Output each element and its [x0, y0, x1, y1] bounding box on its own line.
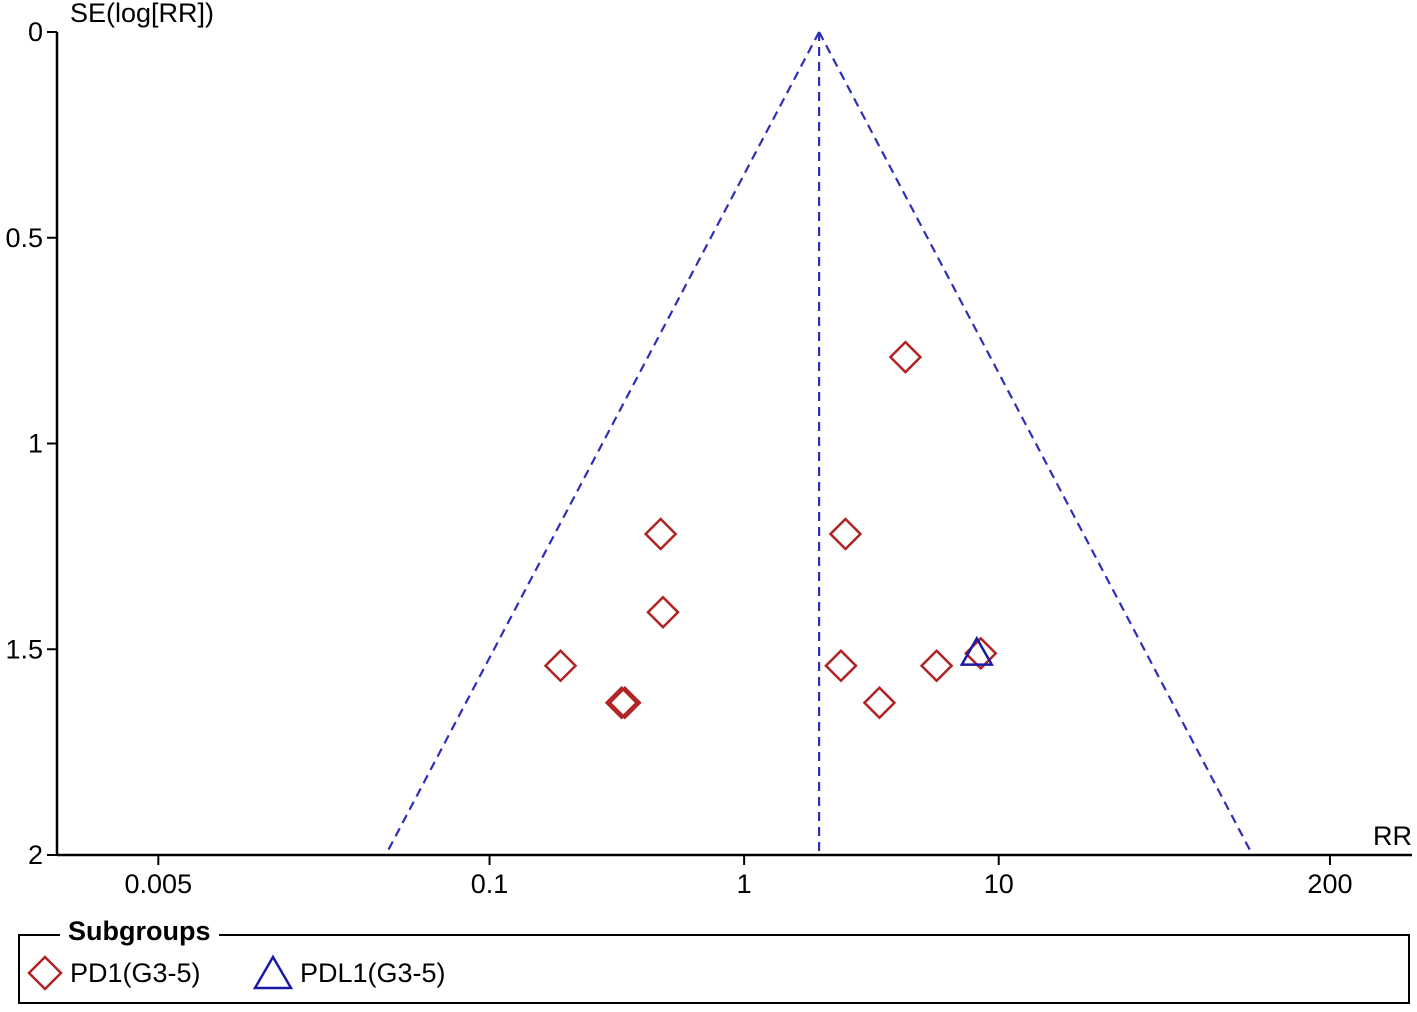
x-tick-label: 0.005	[125, 869, 193, 899]
pd1-point	[919, 648, 954, 683]
pd1-point	[608, 685, 642, 720]
funnel-plot: 0 0.5 1 1.5 2 0.005 0.1 1 10 200 SE(log[RR]) RR	[5, 0, 1412, 899]
legend-item-pd1: PD1(G3-5)	[26, 954, 201, 992]
triangle-icon	[252, 954, 294, 990]
y-tick-label: 0.5	[5, 223, 43, 253]
pdl1-point	[959, 635, 994, 666]
legend-item-pdl1: PDL1(G3-5)	[252, 954, 446, 992]
pd1-point	[862, 685, 897, 720]
pd1-point	[828, 517, 863, 551]
axes: 0 0.5 1 1.5 2 0.005 0.1 1 10 200	[5, 17, 1412, 899]
pd1-point	[888, 340, 923, 374]
x-axis-label: RR	[1373, 821, 1412, 851]
legend-label-pdl1: PDL1(G3-5)	[300, 957, 446, 988]
x-tick-label: 1	[737, 869, 752, 899]
pd1-point	[543, 648, 578, 683]
y-tick-label: 1	[28, 429, 43, 459]
pd1-point	[824, 648, 858, 683]
y-axis-label: SE(log[RR])	[70, 0, 214, 28]
data-points	[543, 340, 998, 720]
funnel-left-limit	[384, 31, 821, 856]
y-tick-label: 0	[28, 17, 43, 47]
y-tick-label: 1.5	[5, 634, 43, 664]
legend-label-pd1: PD1(G3-5)	[70, 957, 201, 988]
pd1-point	[646, 595, 680, 629]
diamond-icon	[27, 955, 63, 991]
x-tick-label: 10	[984, 869, 1014, 899]
legend	[18, 934, 1410, 1004]
y-tick-label: 2	[28, 840, 43, 870]
legend-title: Subgroups	[60, 916, 219, 947]
funnel-right-limit	[818, 31, 1254, 856]
funnel-lines	[384, 31, 1254, 856]
pd1-point	[604, 685, 639, 720]
x-tick-label: 200	[1307, 869, 1352, 899]
pd1-point	[643, 517, 678, 551]
x-tick-label: 0.1	[471, 869, 509, 899]
